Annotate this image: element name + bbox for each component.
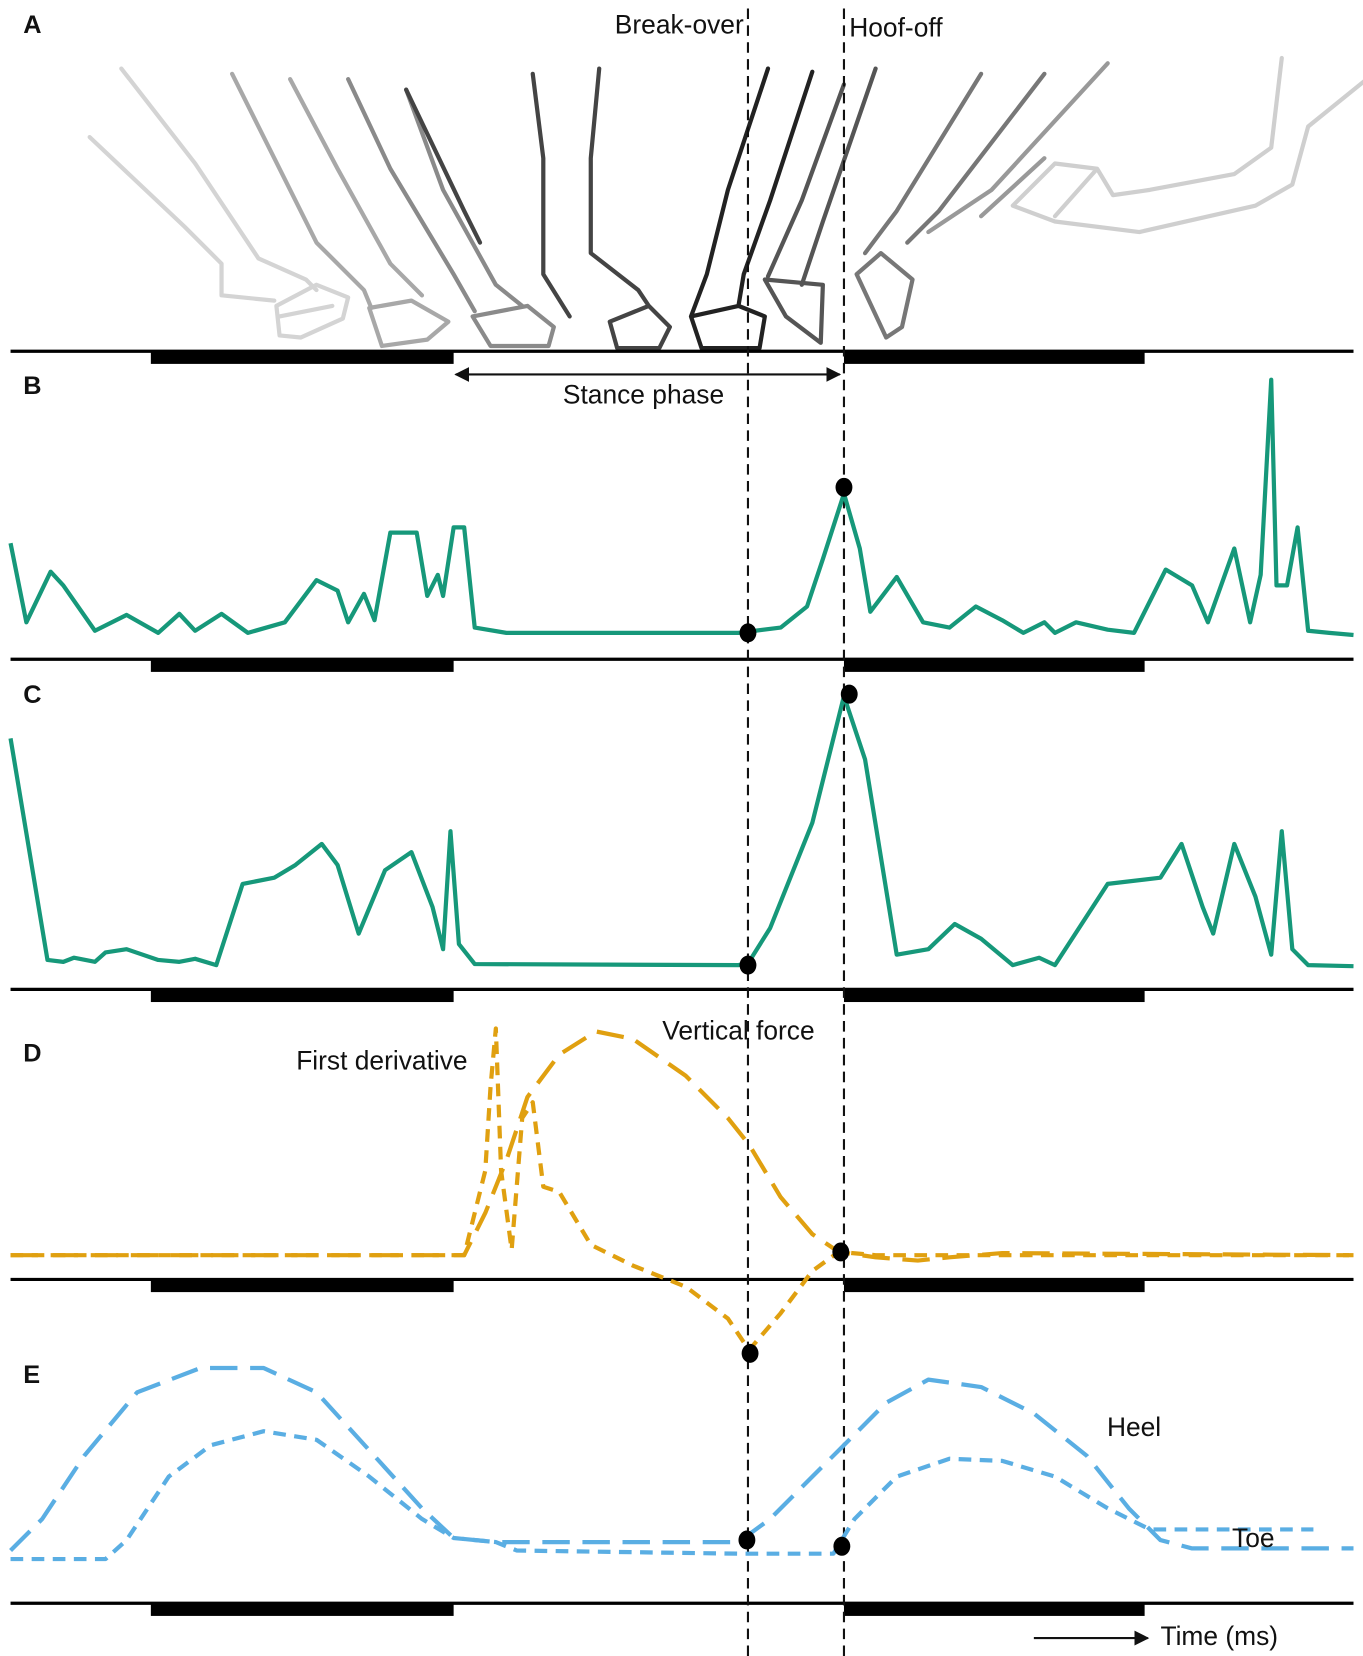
panel-label: B xyxy=(23,372,41,400)
annotation: Vertical force xyxy=(662,1015,814,1045)
stance-label: Stance phase xyxy=(563,380,724,410)
data-line xyxy=(8,377,1354,638)
hoof-drawings xyxy=(87,55,1363,351)
data-line xyxy=(9,1365,1354,1553)
data-line xyxy=(10,1029,1354,1263)
event-marker xyxy=(833,1536,851,1556)
data-line xyxy=(8,693,1354,969)
phase-bar xyxy=(843,989,1145,1003)
phase-bar xyxy=(150,659,454,672)
event-label: Hoof-off xyxy=(849,13,943,43)
time-label: Time (ms) xyxy=(1160,1621,1278,1651)
phase-bar xyxy=(843,659,1145,672)
hoof-drawing xyxy=(87,66,351,340)
hoof-drawing xyxy=(688,66,815,351)
annotation: Heel xyxy=(1107,1412,1161,1442)
phase-bar xyxy=(150,1603,454,1616)
phase-bar xyxy=(843,1279,1145,1293)
event-marker xyxy=(840,684,858,704)
event-marker xyxy=(739,623,757,643)
hoof-drawing xyxy=(346,76,556,349)
event-marker xyxy=(832,1242,850,1262)
hoof-drawing xyxy=(926,61,1110,235)
hoof-drawing xyxy=(762,66,878,345)
panel-label: A xyxy=(23,11,41,39)
panel-label: D xyxy=(23,1039,41,1067)
phase-bar xyxy=(843,1603,1145,1616)
phase-bar xyxy=(843,351,1145,364)
hoof-drawing xyxy=(1010,55,1363,235)
hoof-drawing xyxy=(854,71,1047,340)
panel-label: C xyxy=(23,681,41,709)
data-line xyxy=(10,1026,1354,1353)
phase-bar xyxy=(150,1279,454,1293)
event-label: Break-over xyxy=(615,9,744,39)
phase-bar xyxy=(150,351,454,364)
annotation: First derivative xyxy=(296,1046,467,1076)
phase-bar xyxy=(150,989,454,1003)
event-marker xyxy=(741,1343,759,1363)
hoof-drawing xyxy=(229,71,451,349)
event-marker xyxy=(835,477,853,497)
panel-label: E xyxy=(23,1361,40,1389)
hoof-drawing xyxy=(404,66,673,351)
annotation: Toe xyxy=(1232,1523,1275,1553)
event-marker xyxy=(738,1530,756,1550)
data-line xyxy=(10,1429,1314,1562)
event-marker xyxy=(739,955,757,975)
